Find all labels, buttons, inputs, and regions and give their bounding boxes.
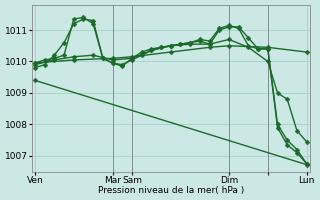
X-axis label: Pression niveau de la mer( hPa ): Pression niveau de la mer( hPa ) bbox=[98, 186, 244, 195]
